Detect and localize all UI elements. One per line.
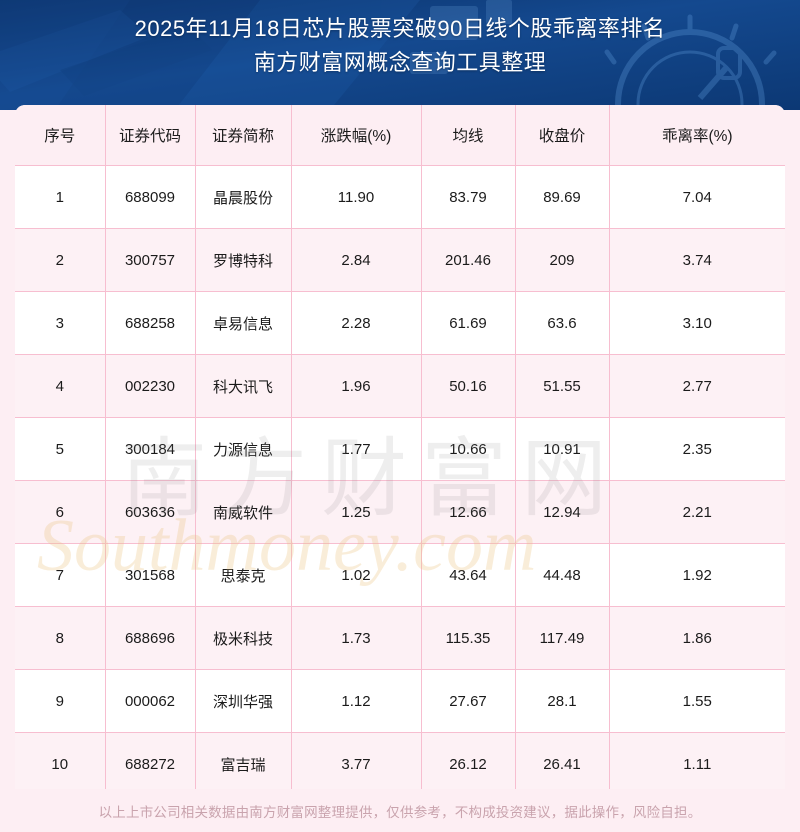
cell-code: 300757 (104, 228, 196, 292)
column-header-code[interactable]: 证券代码 (104, 105, 196, 166)
cell-change-pct: 2.84 (290, 228, 422, 292)
table-row[interactable]: 6 603636 南威软件 1.25 12.66 12.94 2.21 (15, 480, 785, 544)
cell-close: 44.48 (514, 543, 610, 607)
cell-close: 51.55 (514, 354, 610, 418)
cell-code: 688099 (104, 165, 196, 229)
cell-code: 688258 (104, 291, 196, 355)
cell-index: 2 (15, 228, 106, 292)
cell-moving-avg: 50.16 (420, 354, 516, 418)
cell-bias-rate: 2.77 (608, 354, 785, 418)
cell-index: 5 (15, 417, 106, 481)
cell-short-name: 富吉瑞 (194, 732, 292, 796)
cell-code: 688696 (104, 606, 196, 670)
table-row[interactable]: 2 300757 罗博特科 2.84 201.46 209 3.74 (15, 228, 785, 292)
cell-index: 4 (15, 354, 106, 418)
page-header-banner: 2025年11月18日芯片股票突破90日线个股乖离率排名 南方财富网概念查询工具… (0, 0, 800, 110)
cell-close: 63.6 (514, 291, 610, 355)
cell-moving-avg: 43.64 (420, 543, 516, 607)
table-header-row: 序号 证券代码 证券简称 涨跌幅(%) 均线 收盘价 乖离率(%) (15, 105, 785, 166)
table-row[interactable]: 3 688258 卓易信息 2.28 61.69 63.6 3.10 (15, 291, 785, 355)
stock-ranking-table: 序号 证券代码 证券简称 涨跌幅(%) 均线 收盘价 乖离率(%) 1 6880… (15, 105, 785, 796)
cell-index: 6 (15, 480, 106, 544)
table-head: 序号 证券代码 证券简称 涨跌幅(%) 均线 收盘价 乖离率(%) (15, 105, 785, 166)
cell-code: 688272 (104, 732, 196, 796)
cell-bias-rate: 3.74 (608, 228, 785, 292)
cell-bias-rate: 1.11 (608, 732, 785, 796)
cell-short-name: 罗博特科 (194, 228, 292, 292)
cell-index: 7 (15, 543, 106, 607)
column-header-bias-rate[interactable]: 乖离率(%) (608, 105, 785, 166)
cell-code: 301568 (104, 543, 196, 607)
table-row[interactable]: 4 002230 科大讯飞 1.96 50.16 51.55 2.77 (15, 354, 785, 418)
cell-short-name: 晶晨股份 (194, 165, 292, 229)
cell-change-pct: 3.77 (290, 732, 422, 796)
table-row[interactable]: 5 300184 力源信息 1.77 10.66 10.91 2.35 (15, 417, 785, 481)
cell-change-pct: 1.77 (290, 417, 422, 481)
cell-bias-rate: 1.55 (608, 669, 785, 733)
cell-bias-rate: 1.86 (608, 606, 785, 670)
cell-change-pct: 1.12 (290, 669, 422, 733)
cell-change-pct: 2.28 (290, 291, 422, 355)
column-header-index[interactable]: 序号 (15, 105, 106, 166)
cell-close: 12.94 (514, 480, 610, 544)
cell-moving-avg: 201.46 (420, 228, 516, 292)
cell-change-pct: 1.73 (290, 606, 422, 670)
cell-index: 9 (15, 669, 106, 733)
cell-short-name: 科大讯飞 (194, 354, 292, 418)
cell-index: 10 (15, 732, 106, 796)
cell-close: 117.49 (514, 606, 610, 670)
column-header-change-pct[interactable]: 涨跌幅(%) (290, 105, 422, 166)
cell-bias-rate: 2.21 (608, 480, 785, 544)
cell-change-pct: 1.02 (290, 543, 422, 607)
cell-index: 1 (15, 165, 106, 229)
cell-bias-rate: 1.92 (608, 543, 785, 607)
cell-bias-rate: 2.35 (608, 417, 785, 481)
cell-close: 89.69 (514, 165, 610, 229)
cell-short-name: 极米科技 (194, 606, 292, 670)
cell-moving-avg: 83.79 (420, 165, 516, 229)
column-header-moving-avg[interactable]: 均线 (420, 105, 516, 166)
cell-short-name: 思泰克 (194, 543, 292, 607)
table-body: 1 688099 晶晨股份 11.90 83.79 89.69 7.04 2 3… (15, 165, 785, 796)
cell-moving-avg: 115.35 (420, 606, 516, 670)
cell-index: 8 (15, 606, 106, 670)
cell-index: 3 (15, 291, 106, 355)
cell-moving-avg: 12.66 (420, 480, 516, 544)
cell-code: 000062 (104, 669, 196, 733)
cell-short-name: 卓易信息 (194, 291, 292, 355)
cell-moving-avg: 27.67 (420, 669, 516, 733)
ranking-table-card: 序号 证券代码 证券简称 涨跌幅(%) 均线 收盘价 乖离率(%) 1 6880… (15, 105, 785, 796)
cell-moving-avg: 61.69 (420, 291, 516, 355)
cell-bias-rate: 7.04 (608, 165, 785, 229)
cell-change-pct: 11.90 (290, 165, 422, 229)
table-row[interactable]: 1 688099 晶晨股份 11.90 83.79 89.69 7.04 (15, 165, 785, 229)
table-row[interactable]: 9 000062 深圳华强 1.12 27.67 28.1 1.55 (15, 669, 785, 733)
disclaimer-text: 以上上市公司相关数据由南方财富网整理提供，仅供参考，不构成投资建议，据此操作，风… (98, 804, 702, 820)
cell-moving-avg: 26.12 (420, 732, 516, 796)
page-title: 2025年11月18日芯片股票突破90日线个股乖离率排名 (134, 16, 666, 41)
cell-bias-rate: 3.10 (608, 291, 785, 355)
table-row[interactable]: 10 688272 富吉瑞 3.77 26.12 26.41 1.11 (15, 732, 785, 796)
table-row[interactable]: 8 688696 极米科技 1.73 115.35 117.49 1.86 (15, 606, 785, 670)
table-row[interactable]: 7 301568 思泰克 1.02 43.64 44.48 1.92 (15, 543, 785, 607)
cell-short-name: 南威软件 (194, 480, 292, 544)
cell-code: 002230 (104, 354, 196, 418)
page-subtitle: 南方财富网概念查询工具整理 (253, 50, 547, 75)
cell-change-pct: 1.25 (290, 480, 422, 544)
cell-short-name: 力源信息 (194, 417, 292, 481)
footer-disclaimer-bar: 以上上市公司相关数据由南方财富网整理提供，仅供参考，不构成投资建议，据此操作，风… (0, 789, 800, 832)
column-header-short-name[interactable]: 证券简称 (194, 105, 292, 166)
cell-close: 26.41 (514, 732, 610, 796)
cell-close: 209 (514, 228, 610, 292)
cell-close: 10.91 (514, 417, 610, 481)
cell-code: 300184 (104, 417, 196, 481)
cell-change-pct: 1.96 (290, 354, 422, 418)
cell-moving-avg: 10.66 (420, 417, 516, 481)
banner-title-block: 2025年11月18日芯片股票突破90日线个股乖离率排名 南方财富网概念查询工具… (0, 14, 800, 78)
cell-short-name: 深圳华强 (194, 669, 292, 733)
cell-code: 603636 (104, 480, 196, 544)
cell-close: 28.1 (514, 669, 610, 733)
column-header-close[interactable]: 收盘价 (514, 105, 610, 166)
